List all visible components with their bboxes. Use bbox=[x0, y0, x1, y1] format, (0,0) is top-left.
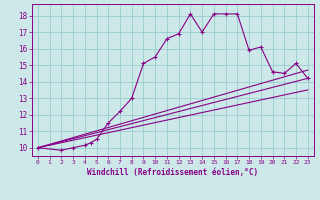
X-axis label: Windchill (Refroidissement éolien,°C): Windchill (Refroidissement éolien,°C) bbox=[87, 168, 258, 177]
